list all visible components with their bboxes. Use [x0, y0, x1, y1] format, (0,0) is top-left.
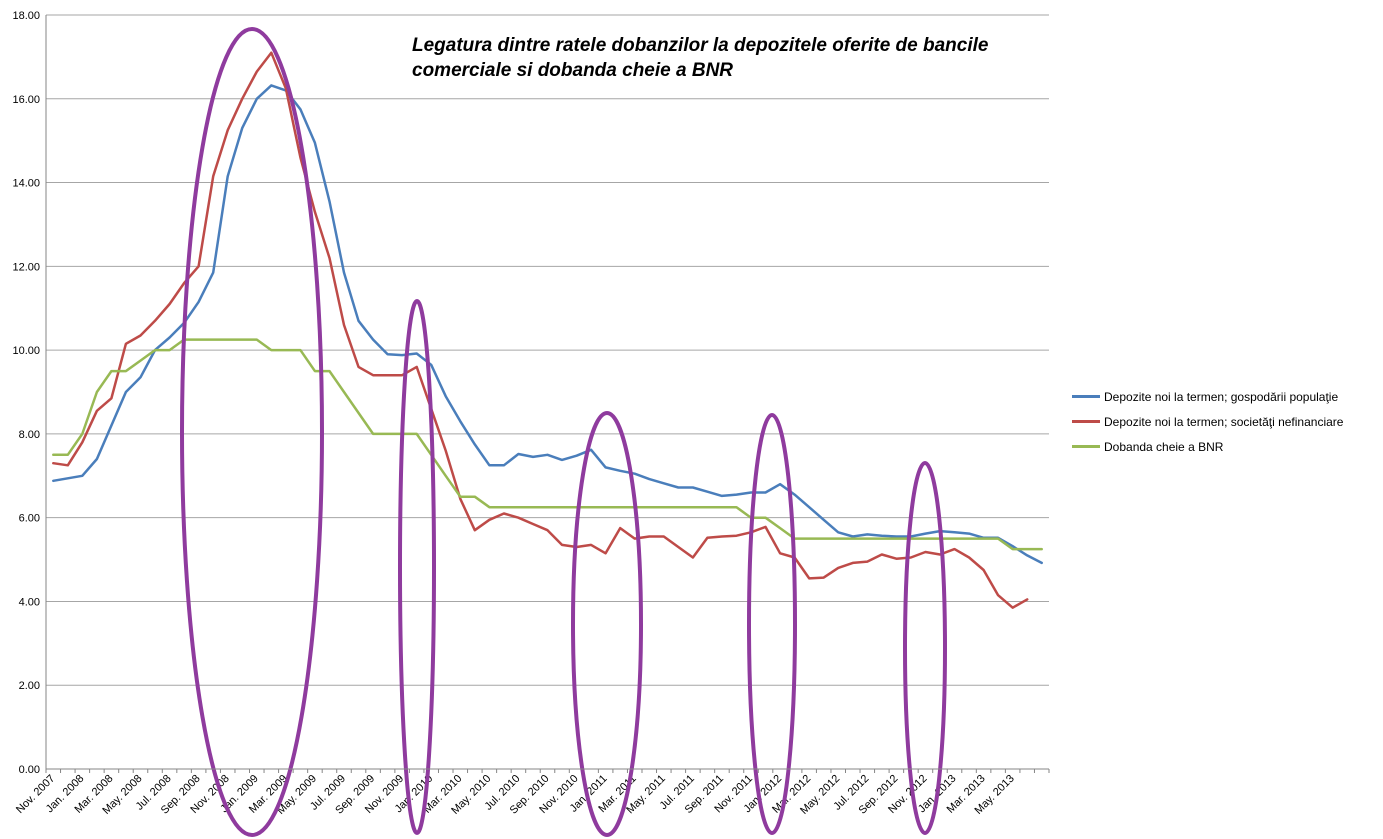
y-tick-label: 4.00 [19, 596, 40, 608]
series-line-2 [52, 51, 1029, 609]
highlight-ellipse-2 [398, 299, 436, 835]
legend-item-societati: Depozite noi la termen; societăţi nefina… [1072, 409, 1343, 434]
highlight-ellipse-4 [747, 413, 797, 835]
gridlines [46, 14, 1049, 686]
highlight-ellipse-1 [180, 27, 324, 837]
y-tick-label: 10.00 [12, 345, 40, 357]
legend-swatch-societati [1072, 420, 1100, 423]
legend-label-bnr: Dobanda cheie a BNR [1104, 439, 1224, 454]
y-tick-label: 2.00 [19, 680, 40, 692]
y-tick-label: 18.00 [12, 10, 40, 22]
legend: Depozite noi la termen; gospodării popul… [1072, 384, 1343, 459]
y-tick-label: 8.00 [19, 429, 40, 441]
series-line-1 [52, 84, 1043, 565]
highlight-ellipses [180, 27, 947, 837]
legend-label-gospodarii: Depozite noi la termen; gospodării popul… [1104, 389, 1339, 404]
legend-label-societati: Depozite noi la termen; societăţi nefina… [1104, 414, 1344, 429]
chart-title-line-2: comerciale si dobanda cheie a BNR [412, 60, 734, 81]
legend-item-gospodarii: Depozite noi la termen; gospodării popul… [1072, 384, 1343, 409]
legend-item-bnr: Dobanda cheie a BNR [1072, 434, 1343, 459]
legend-swatch-gospodarii [1072, 395, 1100, 398]
highlight-ellipse-5 [903, 461, 947, 835]
series-line-3 [52, 338, 1043, 551]
chart-title: Legatura dintre ratele dobanzilor la dep… [412, 33, 1092, 83]
y-tick-label: 0.00 [19, 764, 40, 776]
chart-title-line-1: Legatura dintre ratele dobanzilor la dep… [412, 35, 989, 56]
highlight-ellipse-3 [571, 411, 643, 837]
legend-swatch-bnr [1072, 445, 1100, 448]
y-tick-label: 16.00 [12, 94, 40, 106]
y-tick-label: 12.00 [12, 261, 40, 273]
y-axis-tick-labels: 0.00 2.00 4.00 6.00 8.00 10.00 12.00 14.00 16.00… [12, 10, 40, 776]
y-tick-label: 14.00 [12, 178, 40, 190]
y-tick-label: 6.00 [19, 513, 40, 525]
data-series [52, 51, 1043, 609]
